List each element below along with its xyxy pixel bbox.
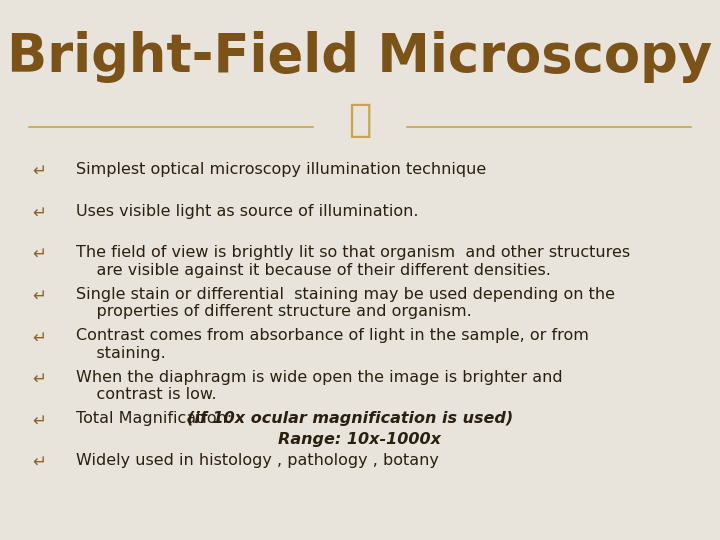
Text: ↵: ↵ (32, 287, 47, 305)
Text: Single stain or differential  staining may be used depending on the
    properti: Single stain or differential staining ma… (76, 287, 615, 319)
Text: The field of view is brightly lit so that organism  and other structures
    are: The field of view is brightly lit so tha… (76, 245, 630, 278)
Text: ↵: ↵ (32, 245, 47, 263)
Text: ↵: ↵ (32, 411, 47, 429)
Text: Range: 10x-1000x: Range: 10x-1000x (279, 432, 441, 447)
Text: ↵: ↵ (32, 162, 47, 180)
Text: ↵: ↵ (32, 328, 47, 346)
Text: Contrast comes from absorbance of light in the sample, or from
    staining.: Contrast comes from absorbance of light … (76, 328, 588, 361)
Text: ↵: ↵ (32, 204, 47, 221)
Text: When the diaphragm is wide open the image is brighter and
    contrast is low.: When the diaphragm is wide open the imag… (76, 370, 562, 402)
Text: ↵: ↵ (32, 370, 47, 388)
Text: Uses visible light as source of illumination.: Uses visible light as source of illumina… (76, 204, 418, 219)
Text: (if 10x ocular magnification is used): (if 10x ocular magnification is used) (187, 411, 513, 427)
Text: Simplest optical microscopy illumination technique: Simplest optical microscopy illumination… (76, 162, 486, 177)
Text: Bright-Field Microscopy: Bright-Field Microscopy (7, 31, 713, 83)
Text: Total Magnification:: Total Magnification: (76, 411, 237, 427)
Text: 𝒶: 𝒶 (348, 102, 372, 139)
Text: ↵: ↵ (32, 453, 47, 471)
Text: Widely used in histology , pathology , botany: Widely used in histology , pathology , b… (76, 453, 438, 468)
